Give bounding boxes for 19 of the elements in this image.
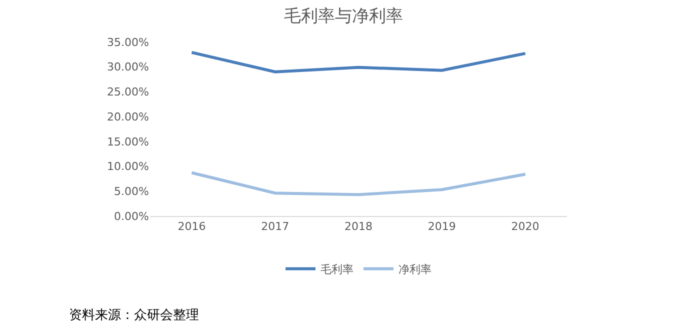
y-tick-label: 25.00% [107, 86, 149, 99]
text: 资料来源：众研会整理 [69, 308, 199, 323]
chart-title: 毛利率与净利率 [284, 6, 403, 27]
x-tick-label: 2017 [261, 220, 290, 234]
y-tick-label: 35.00% [107, 36, 149, 49]
y-tick-label: 10.00% [107, 160, 149, 174]
y-tick-label: 30.00% [107, 60, 149, 74]
legend-label: 毛利率 [320, 263, 354, 276]
y-tick-label: 15.00% [107, 135, 149, 148]
y-tick-label: 20.00% [107, 110, 149, 124]
y-tick-label: 5.00% [114, 184, 149, 198]
x-tick-label: 2018 [344, 220, 372, 234]
line-series [190, 50, 527, 74]
legend-label: 净利率 [398, 263, 432, 276]
x-tick-label: 2016 [178, 220, 206, 234]
line-series [190, 171, 527, 196]
x-tick-label: 2019 [428, 220, 456, 234]
y-tick-label: 0.00% [114, 210, 149, 223]
x-tick-label: 2020 [511, 220, 540, 234]
